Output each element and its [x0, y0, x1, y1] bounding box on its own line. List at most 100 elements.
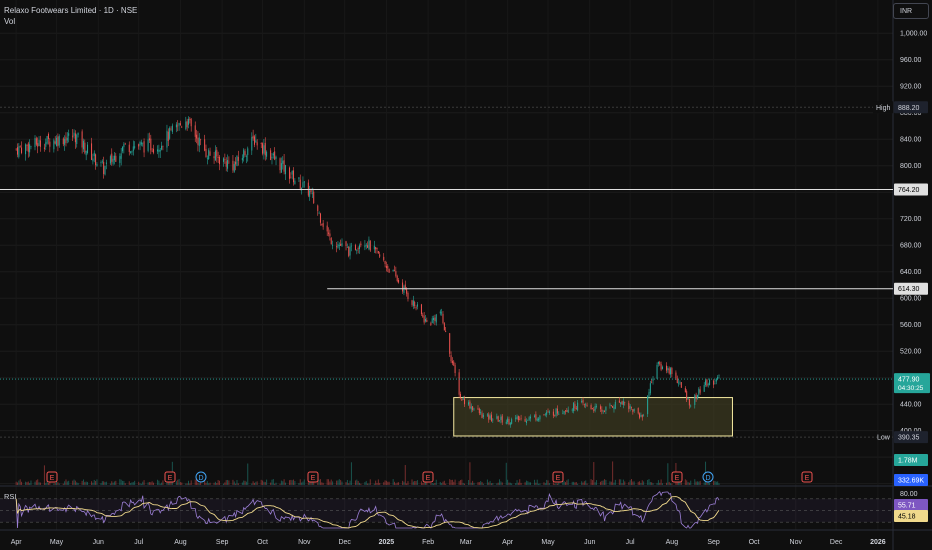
candle[interactable]	[227, 154, 229, 172]
candle[interactable]	[629, 404, 631, 412]
candle[interactable]	[253, 134, 255, 148]
candle[interactable]	[272, 152, 274, 159]
candle[interactable]	[459, 391, 461, 400]
candle[interactable]	[375, 246, 377, 254]
candle[interactable]	[678, 379, 680, 387]
candle[interactable]	[468, 400, 470, 407]
candle[interactable]	[38, 136, 40, 147]
candle[interactable]	[679, 380, 681, 385]
earnings-icon[interactable]: E	[552, 471, 564, 483]
candle[interactable]	[96, 162, 98, 167]
candle[interactable]	[395, 266, 397, 278]
candle[interactable]	[388, 268, 390, 273]
candle[interactable]	[519, 416, 521, 421]
candle[interactable]	[624, 401, 626, 406]
candle[interactable]	[354, 243, 356, 251]
candle[interactable]	[591, 407, 593, 410]
candle[interactable]	[511, 417, 513, 425]
candle[interactable]	[185, 116, 187, 131]
candle[interactable]	[652, 376, 654, 385]
candle[interactable]	[396, 274, 398, 283]
candle[interactable]	[696, 394, 698, 400]
candle[interactable]	[609, 402, 611, 409]
candle[interactable]	[140, 139, 142, 147]
candle[interactable]	[39, 135, 41, 152]
candle[interactable]	[348, 246, 350, 258]
candle[interactable]	[72, 129, 74, 142]
candle[interactable]	[688, 398, 690, 409]
candle[interactable]	[196, 129, 198, 144]
candle[interactable]	[131, 150, 133, 156]
earnings-icon[interactable]: E	[671, 471, 683, 483]
candle[interactable]	[105, 159, 107, 170]
candle[interactable]	[128, 141, 130, 156]
candle[interactable]	[604, 409, 606, 413]
candle[interactable]	[384, 260, 386, 268]
candle[interactable]	[179, 120, 181, 126]
candle[interactable]	[453, 360, 455, 367]
candle[interactable]	[671, 366, 673, 378]
candle[interactable]	[368, 236, 370, 251]
candle[interactable]	[235, 157, 237, 171]
candle[interactable]	[76, 133, 78, 148]
candle[interactable]	[552, 408, 554, 419]
candle[interactable]	[73, 129, 75, 139]
candle[interactable]	[266, 150, 268, 160]
candle[interactable]	[668, 366, 670, 375]
candle[interactable]	[82, 138, 84, 153]
candle[interactable]	[585, 402, 587, 409]
candle[interactable]	[148, 132, 150, 144]
candle[interactable]	[189, 117, 191, 124]
candle[interactable]	[500, 414, 502, 424]
candle[interactable]	[113, 151, 115, 165]
candle[interactable]	[157, 145, 159, 155]
candle[interactable]	[274, 147, 276, 161]
candle[interactable]	[709, 378, 711, 386]
candle[interactable]	[30, 145, 32, 150]
candle[interactable]	[15, 148, 17, 151]
candle[interactable]	[546, 409, 548, 418]
candle[interactable]	[279, 157, 281, 174]
candle[interactable]	[349, 243, 351, 260]
candle[interactable]	[350, 242, 352, 252]
candle[interactable]	[256, 139, 258, 150]
candle[interactable]	[337, 240, 339, 249]
candle[interactable]	[482, 412, 484, 419]
candle[interactable]	[454, 362, 456, 377]
candle[interactable]	[18, 143, 20, 159]
candle[interactable]	[612, 405, 614, 409]
candle[interactable]	[321, 223, 323, 226]
candle[interactable]	[462, 395, 464, 401]
candle[interactable]	[251, 132, 253, 155]
candle[interactable]	[593, 406, 595, 413]
candle[interactable]	[151, 148, 153, 153]
candle[interactable]	[190, 117, 192, 132]
candle[interactable]	[703, 382, 705, 392]
candle[interactable]	[84, 139, 86, 155]
candle[interactable]	[496, 413, 498, 420]
candle[interactable]	[171, 123, 173, 134]
candle[interactable]	[535, 411, 537, 422]
candle[interactable]	[648, 388, 650, 399]
candle[interactable]	[637, 407, 639, 415]
candle[interactable]	[649, 380, 651, 396]
candle[interactable]	[558, 411, 560, 415]
candle[interactable]	[162, 145, 164, 151]
candle[interactable]	[244, 148, 246, 157]
candle[interactable]	[660, 361, 662, 372]
candle[interactable]	[298, 176, 300, 183]
candle[interactable]	[120, 147, 122, 166]
candle[interactable]	[122, 146, 124, 154]
candle[interactable]	[539, 414, 541, 422]
candle[interactable]	[430, 321, 432, 326]
candle[interactable]	[194, 121, 196, 142]
candle[interactable]	[699, 386, 701, 395]
candle[interactable]	[583, 403, 585, 408]
candle[interactable]	[46, 135, 48, 145]
candle[interactable]	[385, 261, 387, 272]
candle[interactable]	[318, 211, 320, 215]
candle[interactable]	[441, 308, 443, 316]
rsi-value-badge[interactable]: 55.71	[894, 499, 928, 511]
candle[interactable]	[65, 132, 67, 147]
